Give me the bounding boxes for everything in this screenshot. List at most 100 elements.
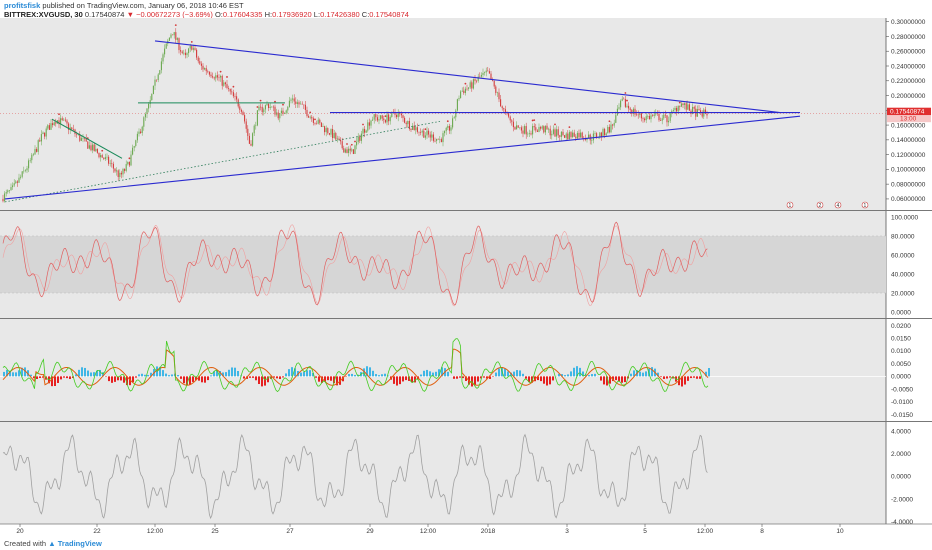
symbol-name[interactable]: BITTREX:XVGUSD, 30 xyxy=(4,10,83,19)
candle-body xyxy=(704,109,706,114)
candle-body xyxy=(311,116,313,119)
candle-body xyxy=(24,170,26,171)
macd-histogram-bar xyxy=(198,376,200,381)
candle-body xyxy=(639,113,641,115)
macd-histogram-bar xyxy=(9,370,11,377)
candle-body xyxy=(352,149,354,154)
candle-body xyxy=(418,131,420,133)
candle-body xyxy=(266,104,268,106)
macd-axis-label: 0.0000 xyxy=(891,374,911,381)
macd-histogram-bar xyxy=(582,371,584,377)
candle-body xyxy=(623,98,625,100)
candle-body xyxy=(84,138,86,139)
macd-histogram-bar xyxy=(606,376,608,386)
candle-body xyxy=(157,74,159,81)
candle-body xyxy=(503,108,505,110)
high-label: H: xyxy=(264,10,273,19)
trend-line xyxy=(154,40,781,114)
macd-histogram-bar xyxy=(669,376,671,378)
candle-body xyxy=(410,128,412,130)
macd-histogram-bar xyxy=(123,376,125,383)
macd-histogram-bar xyxy=(411,376,413,383)
macd-axis-label: 0.0150 xyxy=(891,336,911,343)
candle-body xyxy=(356,141,358,146)
macd-histogram-bar xyxy=(687,376,689,381)
candle-body xyxy=(328,133,330,135)
candle-body xyxy=(288,100,290,107)
candle-body xyxy=(429,134,431,138)
macd-histogram-bar xyxy=(420,374,422,377)
macd-histogram-bar xyxy=(543,376,545,384)
candle-body xyxy=(498,92,500,100)
close-label: C: xyxy=(361,10,370,19)
candle-body xyxy=(100,155,102,158)
macd-histogram-bar xyxy=(255,376,257,381)
macd-histogram-bar xyxy=(231,367,233,377)
candle-body xyxy=(432,134,434,141)
macd-histogram-bar xyxy=(321,376,323,383)
macd-histogram-bar xyxy=(570,371,572,377)
candle-body xyxy=(18,177,20,183)
candle-body xyxy=(437,138,439,140)
candle-body xyxy=(621,98,623,101)
price-axis-label: 0.16000000 xyxy=(891,122,926,129)
price-chart[interactable]: 0.30000000 0.28000000 0.26000000 0.24000000… xyxy=(0,0,932,536)
candle-body xyxy=(460,91,462,99)
macd-axis-label: -0.0050 xyxy=(891,386,913,393)
macd-histogram-bar xyxy=(480,376,482,379)
candle-body xyxy=(399,112,401,114)
candle-body xyxy=(693,106,695,109)
macd-histogram-bar xyxy=(477,376,479,382)
candle-body xyxy=(616,108,618,116)
candle-body xyxy=(258,106,260,111)
candle-body xyxy=(268,104,270,109)
candle-body xyxy=(674,107,676,111)
macd-histogram-bar xyxy=(294,368,296,377)
macd-histogram-bar xyxy=(441,367,443,377)
candle-body xyxy=(692,106,694,114)
candle-body xyxy=(40,134,42,142)
macd-histogram-bar xyxy=(288,369,290,377)
macd-histogram-bar xyxy=(546,376,548,386)
low-label: L: xyxy=(313,10,321,19)
candle-body xyxy=(125,164,127,171)
tradingview-brand[interactable]: TradingView xyxy=(57,539,102,548)
candle-marker xyxy=(226,76,228,78)
macd-axis-label: -0.0100 xyxy=(891,399,913,406)
macd-histogram-bar xyxy=(576,366,578,377)
candle-body xyxy=(92,144,94,151)
candle-body xyxy=(156,79,158,81)
candle-body xyxy=(103,157,105,160)
candle-body xyxy=(524,126,526,134)
candle-body xyxy=(60,118,62,125)
candle-body xyxy=(272,106,274,108)
macd-histogram-bar xyxy=(624,376,626,383)
macd-histogram-bar xyxy=(201,376,203,383)
macd-histogram-bar xyxy=(33,376,35,379)
candle-body xyxy=(421,130,423,133)
author-link[interactable]: profitsfisk xyxy=(4,1,41,10)
candle-body xyxy=(71,127,73,130)
macd-histogram-bar xyxy=(273,376,275,378)
macd-histogram-bar xyxy=(642,372,644,377)
candle-body xyxy=(400,113,402,116)
candle-marker xyxy=(531,119,534,122)
candle-body xyxy=(527,133,529,135)
current-price-tag-bg xyxy=(887,107,931,116)
candle-body xyxy=(687,104,689,110)
candle-body xyxy=(194,48,196,50)
candle-body xyxy=(10,187,12,191)
candle-body xyxy=(391,111,393,118)
macd-histogram-bar xyxy=(78,369,80,377)
macd-histogram-bar xyxy=(372,370,374,377)
macd-histogram-bar xyxy=(609,376,611,384)
macd-histogram-bar xyxy=(150,372,152,377)
candle-body xyxy=(119,172,121,177)
macd-histogram-bar xyxy=(213,371,215,377)
candle-body xyxy=(12,185,14,188)
macd-histogram-bar xyxy=(24,367,26,377)
macd-histogram-bar xyxy=(333,376,335,384)
macd-histogram-bar xyxy=(489,376,491,379)
candle-body xyxy=(132,147,134,155)
macd-histogram-bar xyxy=(324,376,326,382)
